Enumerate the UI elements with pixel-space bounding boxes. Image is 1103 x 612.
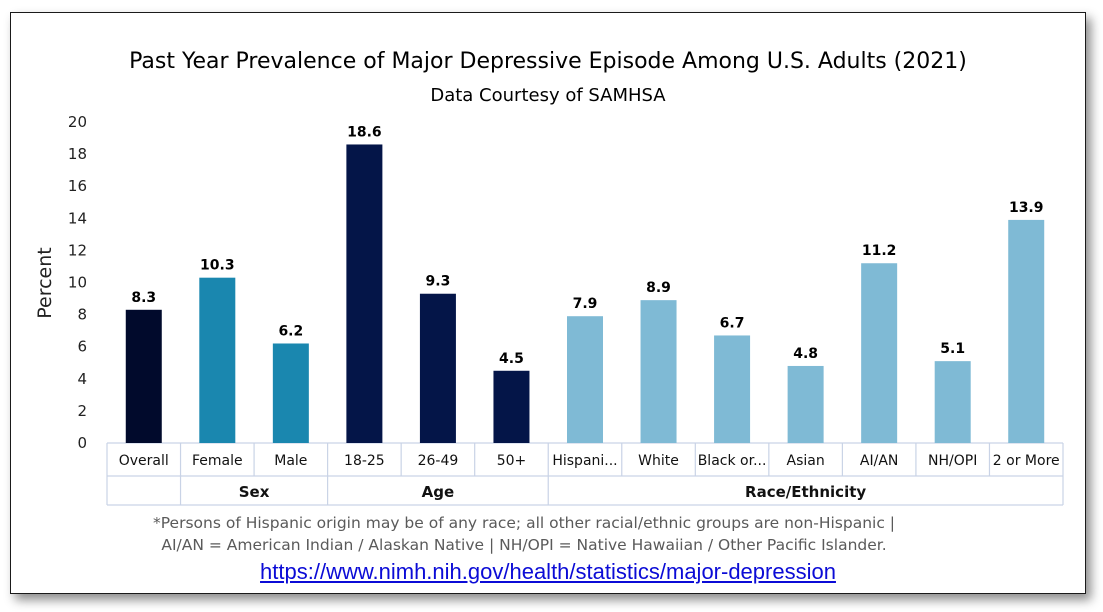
data-label: 6.7 <box>720 315 745 331</box>
x-tick-label: AI/AN <box>860 453 898 469</box>
y-axis-label: Percent <box>34 247 56 319</box>
footnote-line: AI/AN = American Indian / Alaskan Native… <box>161 536 886 554</box>
bar <box>125 309 162 443</box>
chart-subtitle: Data Courtesy of SAMHSA <box>430 85 666 106</box>
data-label: 13.9 <box>1009 200 1044 216</box>
x-tick-label: Black or... <box>698 453 767 469</box>
y-tick-label: 12 <box>68 241 87 259</box>
major-depression-bar-chart: Past Year Prevalence of Major Depressive… <box>34 49 1064 554</box>
x-tick-label: White <box>638 453 679 469</box>
y-tick-label: 14 <box>68 209 87 227</box>
y-tick-label: 4 <box>77 370 87 388</box>
x-tick-label: 2 or More <box>993 453 1060 469</box>
x-tick-label: 26-49 <box>418 453 459 469</box>
data-label: 4.5 <box>499 351 524 367</box>
y-tick-label: 0 <box>77 434 87 452</box>
y-tick-label: 8 <box>77 306 87 324</box>
x-tick-label: NH/OPI <box>928 453 977 469</box>
bar <box>567 316 603 443</box>
data-label: 10.3 <box>200 258 235 274</box>
bar <box>934 361 971 443</box>
bar <box>714 335 751 443</box>
group-label: Age <box>422 483 455 501</box>
chart-title: Past Year Prevalence of Major Depressive… <box>129 49 967 74</box>
bar <box>346 144 383 443</box>
group-label: Sex <box>239 483 270 501</box>
x-tick-label: Female <box>192 453 243 469</box>
data-label: 4.8 <box>793 346 818 362</box>
data-label: 9.3 <box>426 274 451 290</box>
x-tick-label: 18-25 <box>344 453 385 469</box>
y-tick-label: 6 <box>77 338 87 356</box>
x-tick-label: Hispani... <box>552 453 617 469</box>
bar <box>419 293 456 443</box>
data-label: 8.9 <box>646 280 671 296</box>
data-label: 6.2 <box>278 323 303 339</box>
x-tick-label: Asian <box>787 453 825 469</box>
x-tick-label: 50+ <box>497 453 527 469</box>
bar <box>272 343 309 443</box>
group-label: Race/Ethnicity <box>745 483 866 501</box>
y-tick-label: 2 <box>77 402 87 420</box>
x-tick-label: Overall <box>119 453 169 469</box>
bar <box>861 263 898 443</box>
bar <box>493 370 530 443</box>
data-label: 7.9 <box>573 296 598 312</box>
data-label: 11.2 <box>862 243 897 259</box>
y-tick-label: 20 <box>68 113 87 131</box>
footnote-line: *Persons of Hispanic origin may be of an… <box>153 514 895 532</box>
chart-card: Past Year Prevalence of Major Depressive… <box>10 12 1086 594</box>
bar <box>640 300 677 443</box>
data-label: 18.6 <box>347 124 382 140</box>
bar <box>199 277 236 443</box>
bar <box>787 365 824 443</box>
data-label: 8.3 <box>131 290 156 306</box>
data-label: 5.1 <box>940 341 965 357</box>
y-tick-label: 10 <box>68 274 87 292</box>
y-tick-label: 16 <box>68 177 87 195</box>
y-tick-label: 18 <box>68 145 87 163</box>
source-link[interactable]: https://www.nimh.nih.gov/health/statisti… <box>260 559 836 584</box>
x-tick-label: Male <box>274 453 307 469</box>
bar <box>1008 219 1045 443</box>
